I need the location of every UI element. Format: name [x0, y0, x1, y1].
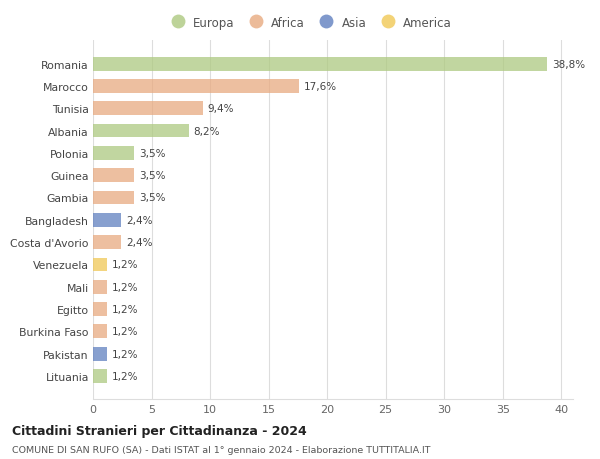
Bar	[93, 80, 299, 94]
Text: 9,4%: 9,4%	[208, 104, 234, 114]
Bar	[93, 169, 134, 183]
Text: COMUNE DI SAN RUFO (SA) - Dati ISTAT al 1° gennaio 2024 - Elaborazione TUTTITALI: COMUNE DI SAN RUFO (SA) - Dati ISTAT al …	[12, 445, 431, 454]
Text: 1,2%: 1,2%	[112, 349, 138, 359]
Text: 3,5%: 3,5%	[139, 149, 165, 158]
Text: 1,2%: 1,2%	[112, 327, 138, 336]
Bar	[93, 213, 121, 227]
Legend: Europa, Africa, Asia, America: Europa, Africa, Asia, America	[164, 14, 454, 32]
Text: 3,5%: 3,5%	[139, 193, 165, 203]
Text: 1,2%: 1,2%	[112, 371, 138, 381]
Text: 2,4%: 2,4%	[126, 238, 152, 247]
Text: 2,4%: 2,4%	[126, 215, 152, 225]
Text: Cittadini Stranieri per Cittadinanza - 2024: Cittadini Stranieri per Cittadinanza - 2…	[12, 425, 307, 437]
Bar	[93, 325, 107, 339]
Bar	[93, 369, 107, 383]
Text: 1,2%: 1,2%	[112, 260, 138, 270]
Bar	[93, 347, 107, 361]
Text: 3,5%: 3,5%	[139, 171, 165, 181]
Text: 1,2%: 1,2%	[112, 282, 138, 292]
Bar	[93, 124, 189, 138]
Bar	[93, 258, 107, 272]
Text: 8,2%: 8,2%	[194, 126, 220, 136]
Bar	[93, 235, 121, 250]
Bar	[93, 146, 134, 161]
Text: 38,8%: 38,8%	[552, 60, 585, 69]
Bar	[93, 57, 547, 72]
Text: 17,6%: 17,6%	[304, 82, 337, 92]
Bar	[93, 280, 107, 294]
Bar	[93, 191, 134, 205]
Text: 1,2%: 1,2%	[112, 304, 138, 314]
Bar	[93, 302, 107, 316]
Bar	[93, 102, 203, 116]
